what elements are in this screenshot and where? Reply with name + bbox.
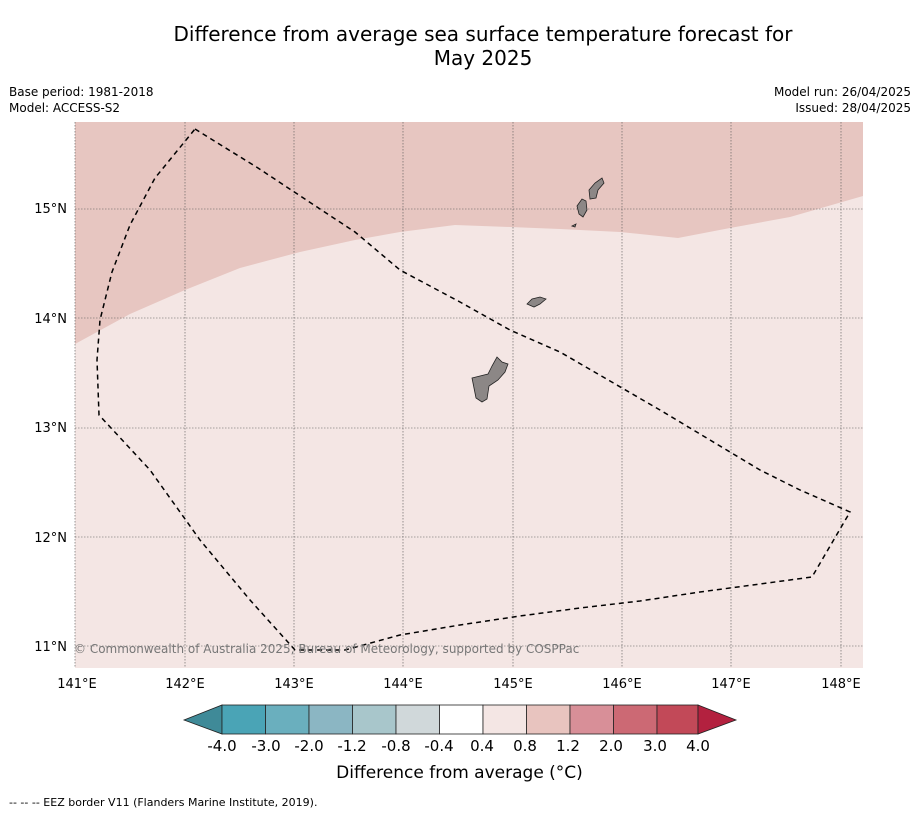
map-panel: © Commonwealth of Australia 2025, Bureau… — [74, 122, 863, 668]
island-saipan — [588, 177, 605, 200]
colorbar-cell-3 — [308, 704, 353, 735]
colorbar-cell-6 — [439, 704, 484, 735]
colorbar-tick: 0.8 — [513, 737, 537, 755]
colorbar-tick: 4.0 — [686, 737, 710, 755]
longitude-labels: 141°E 142°E 143°E 144°E 145°E 146°E 147°… — [57, 677, 861, 692]
lat-label-15n: 15°N — [34, 202, 67, 217]
colorbar-cell-10 — [613, 704, 658, 735]
lon-label-143e: 143°E — [274, 677, 314, 692]
colorbar-label: Difference from average (°C) — [336, 763, 583, 783]
colorbar-extend-low — [182, 704, 223, 735]
colorbar-cell-7 — [482, 704, 527, 735]
meta-left: Base period: 1981-2018 Model: ACCESS-S2 — [9, 84, 154, 116]
eez-footnote: -- -- -- EEZ border V11 (Flanders Marine… — [9, 796, 318, 809]
colorbar-cell-8 — [526, 704, 571, 735]
colorbar-tick: 3.0 — [643, 737, 667, 755]
colorbar-extend-high — [697, 704, 738, 735]
colorbar-cell-2 — [265, 704, 310, 735]
colorbar-tick: -2.0 — [294, 737, 323, 755]
lon-label-142e: 142°E — [165, 677, 205, 692]
lat-label-14n: 14°N — [34, 312, 67, 327]
colorbar-cell-5 — [395, 704, 440, 735]
colorbar-cell-1 — [221, 704, 266, 735]
lon-label-144e: 144°E — [383, 677, 423, 692]
map-title: Difference from average sea surface temp… — [0, 22, 919, 70]
colorbar-tick: 1.2 — [556, 737, 580, 755]
lon-label-148e: 148°E — [821, 677, 861, 692]
colorbar-ticks: -4.0 -3.0 -2.0 -1.2 -0.8 -0.4 0.4 0.8 1.… — [207, 737, 710, 755]
base-period: Base period: 1981-2018 — [9, 85, 154, 99]
island-aguijan — [570, 223, 577, 228]
colorbar-cell-9 — [569, 704, 614, 735]
colorbar-tick: -0.4 — [424, 737, 453, 755]
colorbar-tick: -4.0 — [207, 737, 236, 755]
eez-border — [96, 128, 852, 651]
latitude-labels: 15°N 14°N 13°N 12°N 11°N — [34, 202, 67, 655]
colorbar-tick: 0.4 — [470, 737, 494, 755]
colorbar-cell-11 — [656, 704, 699, 735]
lon-label-147e: 147°E — [711, 677, 751, 692]
colorbar-cell-4 — [352, 704, 397, 735]
model-name: Model: ACCESS-S2 — [9, 101, 121, 115]
colorbar-tick: -0.8 — [381, 737, 410, 755]
island-rota — [526, 296, 547, 308]
meta-right: Model run: 26/04/2025 Issued: 28/04/2025 — [774, 84, 911, 116]
copyright-text: © Commonwealth of Australia 2025, Bureau… — [74, 642, 579, 656]
colorbar-cells — [221, 704, 699, 735]
colorbar-tick: 2.0 — [599, 737, 623, 755]
lon-label-145e: 145°E — [493, 677, 533, 692]
map-title-line-2: May 2025 — [433, 46, 533, 70]
land-masses — [471, 177, 605, 403]
lat-label-13n: 13°N — [34, 421, 67, 436]
island-tinian — [576, 198, 588, 218]
colorbar: -4.0 -3.0 -2.0 -1.2 -0.8 -0.4 0.4 0.8 1.… — [182, 704, 738, 755]
island-guam — [471, 356, 509, 403]
colorbar-tick: -1.2 — [337, 737, 366, 755]
colorbar-tick: -3.0 — [251, 737, 280, 755]
graticule — [74, 122, 863, 668]
model-run: Model run: 26/04/2025 — [773, 85, 911, 99]
map-figure: © Commonwealth of Australia 2025, Bureau… — [34, 122, 863, 755]
lat-label-12n: 12°N — [34, 531, 67, 546]
issued-date: Issued: 28/04/2025 — [795, 101, 911, 115]
lon-label-141e: 141°E — [57, 677, 97, 692]
lat-label-11n: 11°N — [34, 640, 67, 655]
lon-label-146e: 146°E — [602, 677, 642, 692]
map-title-line-1: Difference from average sea surface temp… — [173, 22, 793, 46]
